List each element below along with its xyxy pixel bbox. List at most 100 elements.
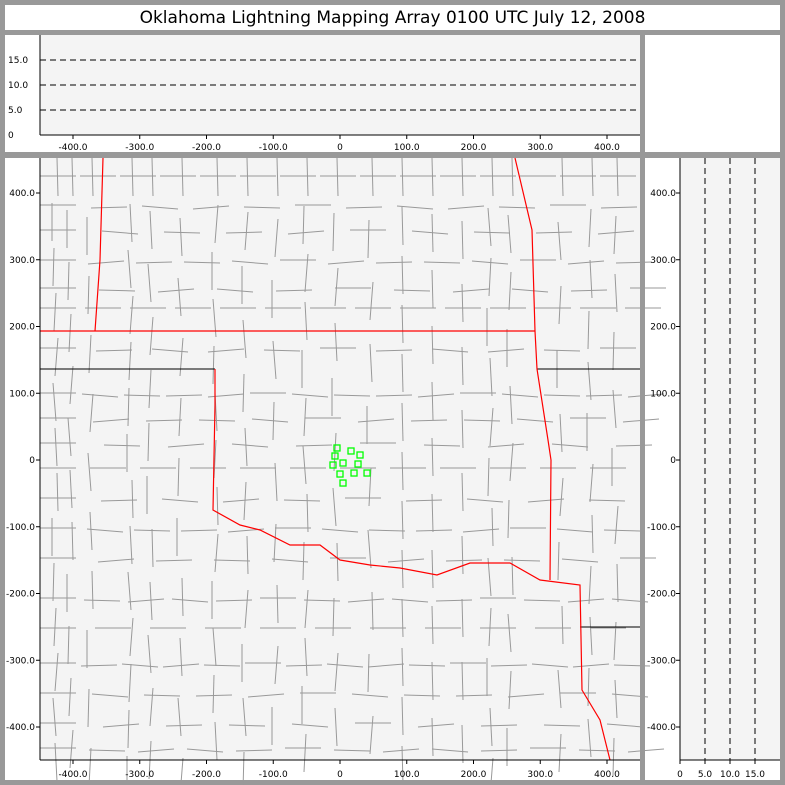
y-tick-label: 0	[8, 131, 14, 141]
county-line	[431, 605, 434, 645]
county-line	[207, 393, 245, 398]
county-line	[129, 617, 134, 657]
county-line	[53, 607, 57, 647]
county-line	[327, 260, 365, 265]
county-line	[616, 157, 619, 197]
county-line	[351, 693, 389, 698]
county-line	[501, 393, 539, 398]
county-line	[98, 289, 136, 292]
county-line	[507, 499, 510, 539]
x-tick-label: -100.0	[259, 143, 288, 153]
county-line	[178, 397, 182, 437]
county-line	[561, 157, 564, 197]
county-line	[345, 206, 383, 209]
y-tick-label: 400.0	[9, 189, 35, 199]
x-tick-label: 10.0	[720, 770, 740, 780]
x-tick-label: 15.0	[745, 770, 765, 780]
county-line	[612, 331, 615, 371]
x-tick-label: 0	[337, 143, 343, 153]
x-tick-label: -100.0	[259, 770, 288, 780]
county-line	[367, 529, 372, 569]
county-line	[242, 697, 247, 737]
county-line	[535, 231, 573, 234]
county-line	[431, 661, 434, 701]
county-line	[52, 697, 57, 737]
county-line	[80, 664, 118, 667]
county-line	[572, 663, 610, 668]
county-line	[333, 432, 337, 472]
county-line	[588, 565, 592, 605]
county-line	[587, 310, 590, 350]
county-line	[225, 231, 263, 234]
county-line	[242, 751, 245, 785]
county-line	[177, 277, 182, 317]
county-line	[391, 598, 429, 603]
county-line	[589, 463, 594, 503]
x-tick-label: 100.0	[394, 143, 420, 153]
y-tick-label: 300.0	[9, 256, 35, 266]
county-line	[81, 393, 119, 398]
x-tick-label: 0	[677, 770, 683, 780]
county-line	[321, 528, 359, 533]
county-line	[69, 365, 74, 405]
county-line	[177, 457, 180, 497]
y-tick-label: 200.0	[650, 323, 676, 333]
county-line	[214, 204, 219, 244]
state-border	[94, 157, 104, 332]
county-line	[491, 507, 494, 547]
county-line	[616, 563, 619, 603]
county-line	[600, 206, 638, 209]
county-line	[127, 387, 130, 427]
county-line	[405, 499, 443, 502]
county-line	[508, 271, 512, 311]
county-line	[401, 304, 404, 344]
county-line	[212, 345, 215, 385]
county-line	[276, 584, 279, 624]
county-line	[244, 589, 249, 629]
county-line	[215, 599, 253, 602]
county-line	[423, 444, 461, 447]
county-line	[375, 261, 413, 264]
county-line	[86, 528, 124, 533]
county-line	[243, 481, 247, 521]
county-line	[244, 211, 249, 251]
county-line	[83, 599, 121, 602]
county-line	[461, 283, 464, 323]
county-line	[527, 498, 565, 503]
county-line	[90, 206, 128, 209]
county-line	[157, 288, 195, 293]
county-line	[102, 723, 140, 728]
county-line	[401, 157, 404, 197]
county-line	[162, 663, 200, 668]
county-line	[180, 757, 184, 785]
county-line	[263, 349, 301, 352]
x-tick-label: 300.0	[527, 143, 553, 153]
county-line	[54, 427, 58, 467]
county-line	[487, 207, 492, 247]
county-line	[247, 693, 285, 698]
county-line	[216, 288, 254, 293]
state-border	[514, 157, 552, 581]
lightning-source	[347, 447, 355, 455]
county-line	[179, 217, 183, 257]
county-line	[487, 348, 525, 353]
y-tick-label: -300.0	[647, 656, 676, 666]
county-line	[393, 289, 431, 292]
county-line	[543, 349, 581, 352]
county-line	[274, 462, 278, 502]
county-line	[375, 349, 413, 352]
county-line	[627, 393, 665, 398]
county-line	[304, 301, 308, 341]
x-tick-label: 100.0	[394, 770, 420, 780]
county-line	[151, 157, 154, 197]
y-tick-label: 0	[670, 456, 676, 466]
lightning-source	[339, 459, 347, 467]
county-line	[285, 664, 323, 667]
county-line	[129, 295, 134, 335]
y-tick-label: 100.0	[9, 389, 35, 399]
county-line	[614, 505, 619, 545]
county-line	[567, 598, 605, 603]
county-line	[368, 529, 406, 532]
y-tick-label: -100.0	[647, 523, 676, 533]
lightning-source	[339, 479, 347, 487]
